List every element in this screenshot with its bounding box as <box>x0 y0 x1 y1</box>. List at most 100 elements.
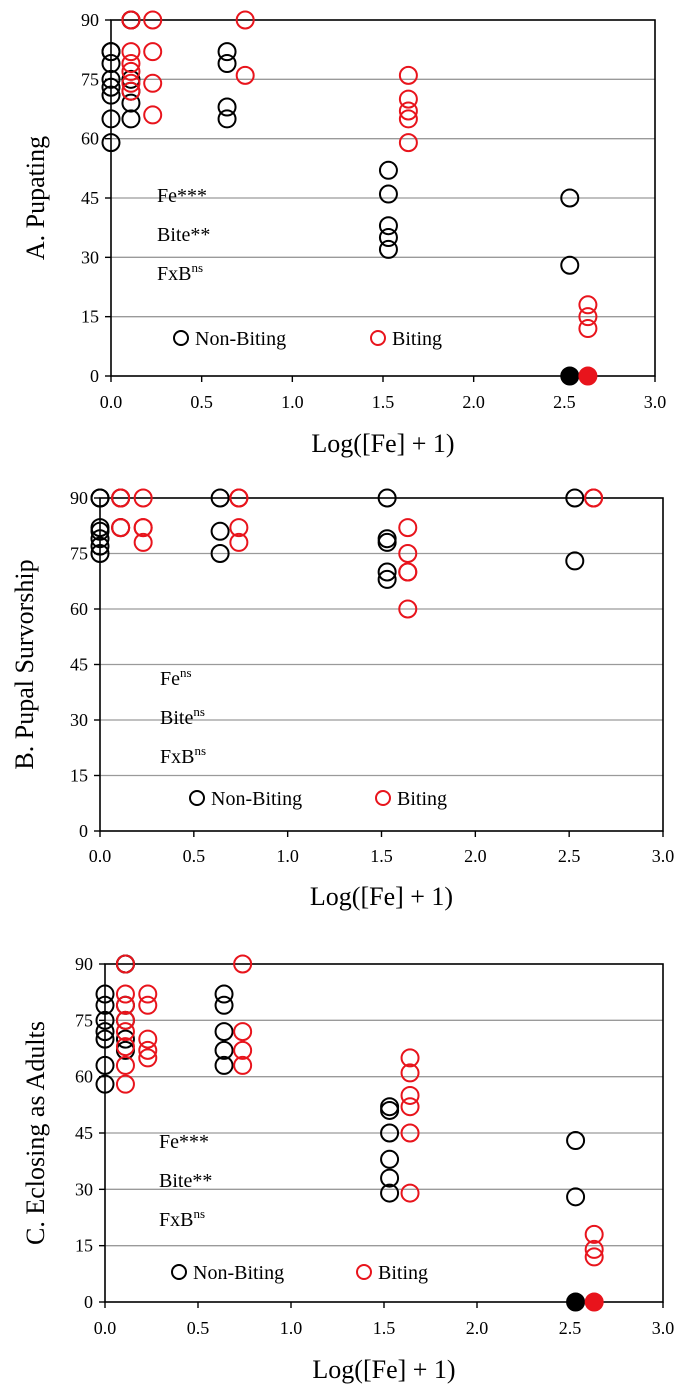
data-point-filled <box>584 1292 604 1312</box>
x-tick-label: 2.0 <box>466 1318 489 1338</box>
data-point <box>95 984 115 1004</box>
data-point <box>143 42 163 62</box>
y-tick-label: 0 <box>79 821 88 841</box>
data-point <box>133 488 153 508</box>
data-point <box>398 89 418 109</box>
data-point <box>138 995 158 1015</box>
data-point <box>229 518 249 538</box>
legend: Non-Biting Biting <box>173 328 442 350</box>
data-point <box>378 160 398 180</box>
data-point <box>121 93 141 113</box>
data-point <box>378 184 398 204</box>
data-point <box>400 1085 420 1105</box>
data-point <box>378 228 398 248</box>
x-axis-label: Log([Fe] + 1) <box>311 429 454 458</box>
x-tick-label: 3.0 <box>644 392 667 412</box>
stat-term: FxB <box>159 1209 193 1231</box>
data-point <box>380 1097 400 1117</box>
data-point <box>101 77 121 97</box>
data-point <box>235 65 255 85</box>
data-point <box>377 562 397 582</box>
y-tick-label: 90 <box>75 954 93 974</box>
data-point <box>133 518 153 538</box>
legend: Non-Biting Biting <box>171 1262 428 1284</box>
y-tick-label: 60 <box>81 129 99 149</box>
data-point <box>565 488 585 508</box>
data-point <box>115 954 135 974</box>
series-non-biting <box>101 10 580 386</box>
stat-term: FxB <box>160 746 194 768</box>
data-point <box>560 188 580 208</box>
data-point <box>115 1022 135 1042</box>
data-point <box>398 518 418 538</box>
x-tick-label: 1.0 <box>281 392 304 412</box>
stat-significance: ** <box>190 224 210 246</box>
y-tick-label: 75 <box>75 1010 93 1030</box>
stat-annotation: Bite** <box>159 1170 212 1192</box>
data-point <box>377 569 397 589</box>
data-point <box>121 73 141 93</box>
data-point <box>584 1224 604 1244</box>
data-point <box>217 42 237 62</box>
y-tick-label: 75 <box>81 69 99 89</box>
data-point <box>398 101 418 121</box>
data-point <box>101 42 121 62</box>
y-axis-label: C. Eclosing as Adults <box>21 1021 50 1245</box>
data-point <box>398 562 418 582</box>
data-point <box>111 488 131 508</box>
legend-marker-non-biting <box>189 790 205 806</box>
data-point <box>578 307 598 327</box>
data-point <box>90 488 110 508</box>
stat-annotation: FxBns <box>157 260 203 285</box>
x-tick-label: 2.5 <box>553 392 576 412</box>
data-point <box>566 1131 586 1151</box>
stat-significance: *** <box>177 185 207 207</box>
y-tick-label: 60 <box>75 1067 93 1087</box>
data-point <box>233 1055 253 1075</box>
data-point <box>121 42 141 62</box>
data-point <box>377 529 397 549</box>
x-tick-label: 0.0 <box>89 846 112 866</box>
y-tick-label: 45 <box>70 655 88 675</box>
stat-term: FxB <box>157 263 191 285</box>
data-point <box>95 1029 115 1049</box>
stat-term: Bite <box>159 1170 192 1192</box>
x-tick-label: 3.0 <box>652 846 675 866</box>
y-tick-label: 30 <box>75 1179 93 1199</box>
data-point <box>217 109 237 129</box>
data-point <box>121 109 141 129</box>
data-point <box>380 1123 400 1143</box>
data-point <box>566 1187 586 1207</box>
data-point <box>398 133 418 153</box>
stat-term: Fe <box>157 185 177 207</box>
data-point <box>578 319 598 339</box>
stat-term: Bite <box>157 224 190 246</box>
data-point <box>398 544 418 563</box>
data-point <box>210 544 230 563</box>
stat-term: Bite <box>160 707 193 729</box>
stat-significance: ns <box>191 260 203 275</box>
data-point <box>210 521 230 541</box>
x-tick-label: 1.5 <box>372 392 395 412</box>
legend-marker-non-biting <box>173 330 189 346</box>
y-axis-label: A. Pupating <box>21 136 50 260</box>
data-point <box>400 1048 420 1068</box>
data-point <box>400 1097 420 1117</box>
data-point <box>121 10 141 30</box>
legend: Non-Biting Biting <box>189 788 447 810</box>
y-tick-label: 15 <box>81 307 99 327</box>
legend-marker-non-biting <box>171 1264 187 1280</box>
y-tick-label: 0 <box>84 1292 93 1312</box>
data-point <box>217 97 237 117</box>
x-tick-label: 0.5 <box>183 846 206 866</box>
data-point-filled <box>578 366 598 386</box>
data-point <box>115 995 135 1015</box>
data-point <box>380 1149 400 1169</box>
data-point <box>378 216 398 236</box>
data-point <box>214 1055 234 1075</box>
data-point <box>398 109 418 129</box>
legend-label-non-biting: Non-Biting <box>211 788 302 810</box>
stat-annotation: FxBns <box>160 743 206 768</box>
stat-annotation: Fe*** <box>157 185 207 207</box>
x-axis-label: Log([Fe] + 1) <box>312 1355 455 1384</box>
